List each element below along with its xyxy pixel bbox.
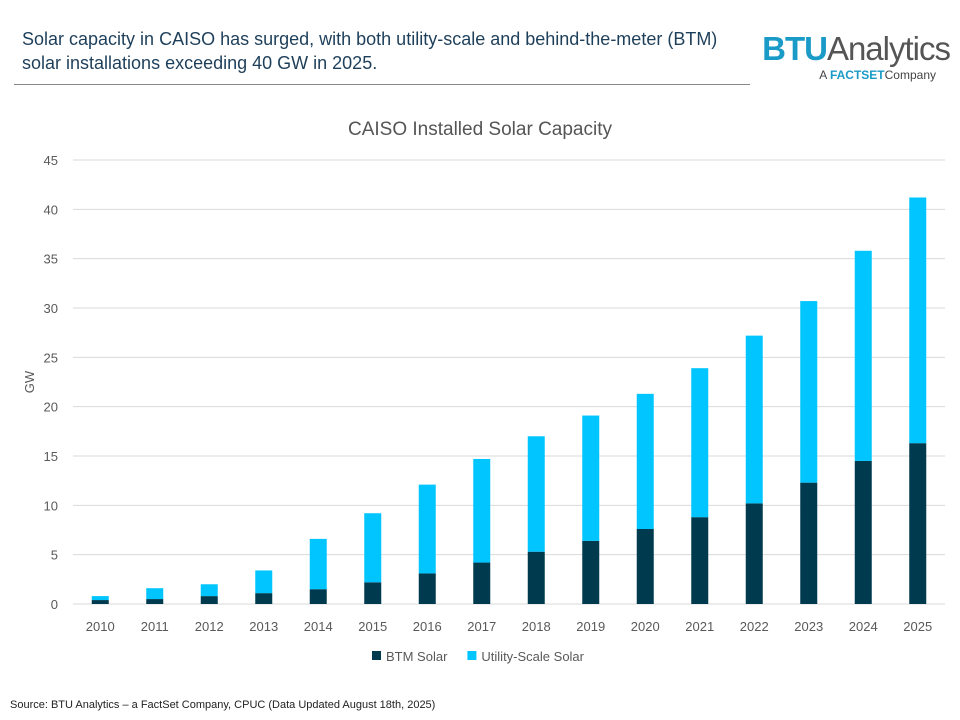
x-tick-label: 2024 [849,619,878,634]
y-tick-label: 25 [44,350,58,365]
bar-utility-scale-solar-2017 [473,458,491,563]
bar-utility-scale-solar-2011 [146,588,164,600]
x-tick-label: 2025 [903,619,932,634]
bar-utility-scale-solar-2012 [200,584,218,597]
y-axis-label: GW [22,370,37,393]
x-tick-label: 2020 [631,619,660,634]
x-tick-label: 2012 [195,619,224,634]
x-tick-label: 2019 [576,619,605,634]
x-tick-label: 2010 [86,619,115,634]
bar-btm-solar-2011 [146,599,164,604]
bar-btm-solar-2017 [473,562,491,604]
bar-btm-solar-2014 [309,589,327,604]
headline: Solar capacity in CAISO has surged, with… [22,29,718,73]
y-tick-label: 30 [44,301,58,316]
bar-utility-scale-solar-2019 [582,415,600,541]
bar-btm-solar-2016 [418,573,436,604]
bar-btm-solar-2023 [800,482,818,604]
legend-swatch [467,651,477,660]
bar-btm-solar-2024 [854,460,872,604]
x-tick-label: 2017 [467,619,496,634]
bar-utility-scale-solar-2016 [418,484,436,574]
x-tick-label: 2023 [794,619,823,634]
y-tick-label: 35 [44,252,58,267]
legend-swatch [372,651,381,660]
divider [14,84,750,85]
source-note: Source: BTU Analytics – a FactSet Compan… [10,699,436,711]
bar-btm-solar-2019 [582,540,600,604]
bar-utility-scale-solar-2022 [745,335,763,504]
bar-btm-solar-2018 [527,551,545,604]
y-tick-label: 20 [44,400,58,415]
bar-utility-scale-solar-2024 [854,250,872,461]
bar-btm-solar-2025 [909,443,927,604]
x-tick-label: 2015 [358,619,387,634]
bar-utility-scale-solar-2023 [800,301,818,483]
y-tick-label: 15 [44,449,58,464]
bar-btm-solar-2015 [364,582,382,604]
x-tick-label: 2011 [141,619,169,634]
y-tick-label: 40 [44,202,58,217]
btu-analytics-logo: BTUAnalytics A FACTSETCompany [762,30,951,83]
bar-btm-solar-2020 [636,529,654,604]
bar-utility-scale-solar-2025 [909,197,927,444]
x-tick-label: 2021 [685,619,714,634]
bar-btm-solar-2010 [91,600,109,604]
legend-label: BTM Solar [386,649,448,664]
legend-label: Utility-Scale Solar [481,649,584,664]
bar-utility-scale-solar-2018 [527,436,545,552]
x-tick-label: 2014 [304,619,333,634]
chart-title: CAISO Installed Solar Capacity [348,119,613,140]
bar-btm-solar-2013 [255,593,273,604]
bar-btm-solar-2021 [691,517,709,604]
bar-utility-scale-solar-2010 [91,596,109,601]
bar-utility-scale-solar-2013 [255,570,273,594]
bar-utility-scale-solar-2014 [309,538,327,590]
y-tick-label: 45 [44,153,58,168]
bar-utility-scale-solar-2020 [636,393,654,530]
x-tick-label: 2016 [413,619,442,634]
bar-utility-scale-solar-2015 [364,513,382,583]
bar-btm-solar-2012 [200,596,218,604]
y-tick-label: 0 [51,597,58,612]
x-tick-label: 2018 [522,619,551,634]
bar-btm-solar-2022 [745,503,763,604]
y-tick-label: 10 [44,498,58,513]
bar-utility-scale-solar-2021 [691,368,709,518]
y-tick-label: 5 [51,548,58,563]
x-tick-label: 2013 [249,619,278,634]
x-tick-label: 2022 [740,619,769,634]
